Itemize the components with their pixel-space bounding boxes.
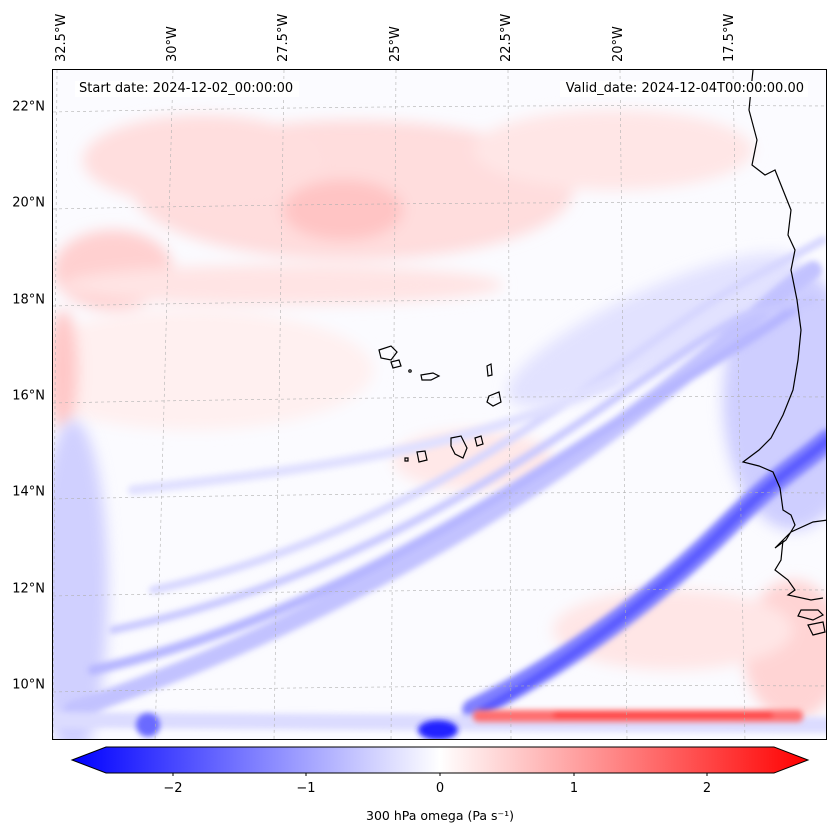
map-frame: Start date: 2024-12-02_00:00:00 Valid_da… (52, 69, 827, 740)
positive-omega-regions (53, 110, 826, 720)
colorbar-tick-neg2: −2 (163, 781, 183, 796)
island-santo-antao (378, 345, 398, 361)
island-santa-luzia (408, 369, 412, 373)
island-fogo (416, 450, 428, 463)
island-boa-vista (486, 391, 502, 407)
island-brava (404, 457, 409, 462)
lon-label-17-5w: 17.5°W (722, 13, 737, 62)
lon-label-30w: 30°W (165, 26, 180, 62)
colorbar-label: 300 hPa omega (Pa s⁻¹) (366, 808, 514, 823)
lat-label-20n: 20°N (12, 195, 45, 211)
lat-label-10n: 10°N (12, 677, 45, 693)
colorbar-tick-0: 0 (435, 781, 445, 796)
lat-label-14n: 14°N (12, 484, 45, 500)
lat-label-16n: 16°N (12, 388, 45, 404)
valid-date-label: Valid_date: 2024-12-04T00:00:00.00 (559, 81, 808, 97)
omega-field (53, 70, 826, 739)
cape-verde-islands (378, 345, 502, 463)
lon-label-25w: 25°W (388, 26, 403, 62)
ascent-bands (53, 236, 826, 733)
lat-label-18n: 18°N (12, 292, 45, 308)
lon-label-20w: 20°W (611, 26, 626, 62)
colorbar-tick-neg1: −1 (296, 781, 316, 796)
lon-label-27-5w: 27.5°W (276, 13, 291, 62)
start-date-label: Start date: 2024-12-02_00:00:00 (75, 81, 300, 97)
island-sal (486, 363, 493, 377)
southern-strip (136, 710, 803, 739)
island-santiago (450, 435, 468, 459)
colorbar-tick-1: 1 (569, 781, 579, 796)
island-sao-vicente (390, 359, 402, 369)
colorbar-body (70, 746, 810, 774)
gridlines (53, 70, 826, 739)
colorbar (70, 746, 810, 776)
island-sao-nicolau (420, 372, 441, 381)
lon-label-22-5w: 22.5°W (499, 13, 514, 62)
coastline (741, 70, 826, 636)
lat-label-12n: 12°N (12, 581, 45, 597)
colorbar-tick-2: 2 (702, 781, 712, 796)
island-maio (474, 435, 484, 447)
lon-label-32-5w: 32.5°W (54, 13, 69, 62)
lat-label-22n: 22°N (12, 99, 45, 115)
